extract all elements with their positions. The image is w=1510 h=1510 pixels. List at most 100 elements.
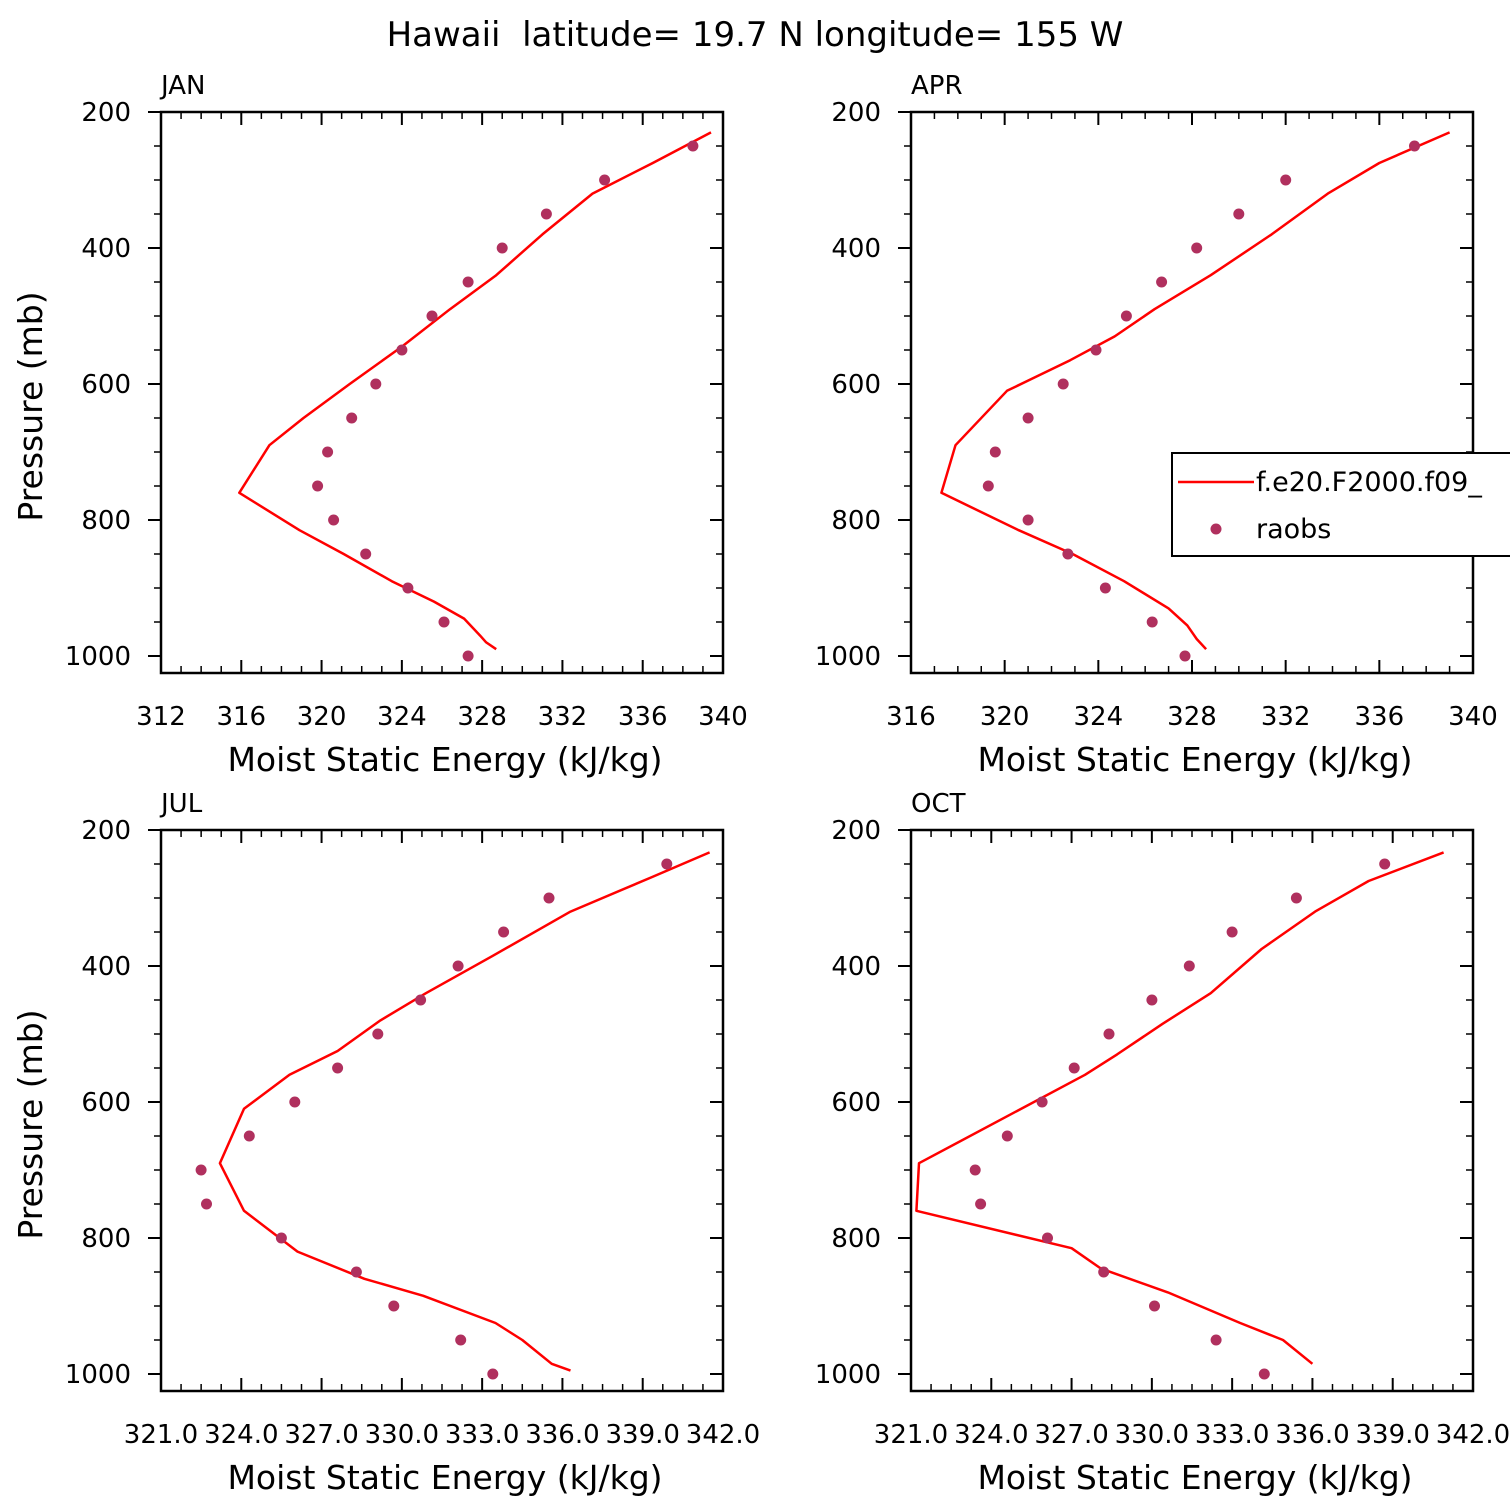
x-tick-label: 336 bbox=[1355, 702, 1405, 732]
legend-marker-swatch bbox=[1210, 523, 1222, 535]
x-tick-label: 336.0 bbox=[525, 1420, 599, 1450]
raobs-point bbox=[1183, 960, 1195, 972]
raobs-point bbox=[1068, 1062, 1080, 1074]
raobs-point bbox=[1290, 892, 1302, 904]
raobs-point bbox=[540, 208, 552, 220]
model-series-line bbox=[238, 131, 712, 651]
raobs-point bbox=[1379, 858, 1391, 870]
raobs-point bbox=[498, 926, 510, 938]
raobs-point bbox=[396, 344, 408, 356]
raobs-point bbox=[322, 446, 334, 458]
raobs-point bbox=[360, 548, 372, 560]
y-tick-label: 800 bbox=[831, 506, 881, 536]
y-tick-label: 400 bbox=[831, 234, 881, 264]
raobs-point bbox=[201, 1198, 212, 1210]
x-tick-label: 340 bbox=[1448, 702, 1498, 732]
legend-box bbox=[1171, 452, 1510, 557]
model-series-line bbox=[218, 851, 711, 1372]
y-tick-label: 200 bbox=[81, 98, 131, 128]
raobs-point bbox=[1258, 1368, 1270, 1380]
y-tick-label: 200 bbox=[831, 816, 881, 846]
raobs-point bbox=[1210, 1334, 1222, 1346]
raobs-point bbox=[372, 1028, 384, 1040]
x-axis-label: Moist Static Energy (kJ/kg) bbox=[977, 1458, 1412, 1497]
plot-frame bbox=[909, 828, 1475, 1393]
x-tick-label: 321.0 bbox=[124, 1420, 198, 1450]
raobs-point bbox=[1179, 650, 1191, 662]
y-axis-label: Pressure (mb) bbox=[11, 291, 50, 521]
x-tick-label: 330.0 bbox=[365, 1420, 439, 1450]
x-axis-label: Moist Static Energy (kJ/kg) bbox=[227, 1458, 662, 1497]
legend: f.e20.F2000.f09_raobs bbox=[1171, 452, 1510, 557]
raobs-point bbox=[1057, 378, 1069, 390]
raobs-point bbox=[1103, 1028, 1115, 1040]
y-tick-label: 200 bbox=[81, 816, 131, 846]
raobs-point bbox=[1280, 174, 1292, 186]
x-tick-label: 333.0 bbox=[445, 1420, 519, 1450]
legend-entry-raobs: raobs bbox=[1256, 514, 1331, 545]
x-tick-label: 327.0 bbox=[1034, 1420, 1108, 1450]
raobs-point bbox=[1233, 208, 1245, 220]
raobs-point bbox=[1156, 276, 1168, 288]
y-tick-label: 1000 bbox=[815, 1360, 881, 1390]
plot-frame bbox=[159, 110, 725, 675]
panel-label: JAN bbox=[159, 71, 205, 101]
raobs-point bbox=[438, 616, 450, 628]
raobs-point bbox=[496, 242, 508, 254]
raobs-point bbox=[1149, 1300, 1160, 1312]
raobs-point bbox=[370, 378, 382, 390]
model-series-line bbox=[940, 131, 1451, 651]
x-tick-label: 324.0 bbox=[204, 1420, 278, 1450]
raobs-point bbox=[1226, 926, 1238, 938]
raobs-point bbox=[415, 994, 427, 1006]
panel-label: JUL bbox=[159, 789, 203, 819]
raobs-point bbox=[982, 480, 994, 492]
panel-oct: OCT 321.0 324.0 327.0 330.0 333.0 336.0 339.0 34… bbox=[815, 789, 1510, 1497]
x-tick-label: 336.0 bbox=[1275, 1420, 1349, 1450]
raobs-point bbox=[989, 446, 1001, 458]
raobs-point bbox=[289, 1096, 301, 1108]
raobs-point bbox=[452, 960, 464, 972]
raobs-point bbox=[312, 480, 324, 492]
raobs-point bbox=[487, 1368, 499, 1380]
y-tick-label: 200 bbox=[831, 98, 881, 128]
figure-title: Hawaii latitude= 19.7 N longitude= 155 W bbox=[387, 15, 1124, 55]
raobs-point bbox=[1191, 242, 1203, 254]
x-tick-label: 333.0 bbox=[1195, 1420, 1269, 1450]
raobs-point bbox=[1146, 994, 1158, 1006]
x-tick-label: 324.0 bbox=[954, 1420, 1028, 1450]
x-tick-label: 336 bbox=[618, 702, 668, 732]
raobs-point bbox=[1099, 582, 1111, 594]
x-tick-label: 316 bbox=[886, 702, 936, 732]
plot-frame bbox=[159, 828, 725, 1393]
raobs-point bbox=[388, 1300, 400, 1312]
raobs-point bbox=[1042, 1232, 1053, 1244]
panel-jan: JAN 312 316 320 324 328 332 336 340 200 400 600 800 1… bbox=[11, 71, 748, 779]
raobs-point bbox=[346, 412, 358, 424]
raobs-point bbox=[687, 140, 699, 152]
raobs-point bbox=[543, 892, 555, 904]
y-axis-label: Pressure (mb) bbox=[11, 1009, 50, 1239]
y-tick-label: 1000 bbox=[65, 642, 131, 672]
panel-jul: JUL 321.0 324.0 327.0 330.0 333.0 336.0 339.0 34… bbox=[11, 789, 760, 1497]
x-tick-label: 340 bbox=[698, 702, 748, 732]
raobs-point bbox=[275, 1232, 287, 1244]
y-tick-label: 1000 bbox=[815, 642, 881, 672]
y-tick-label: 800 bbox=[831, 1224, 881, 1254]
x-tick-label: 324 bbox=[377, 702, 427, 732]
plot-frame bbox=[909, 110, 1475, 675]
x-tick-label: 327.0 bbox=[284, 1420, 358, 1450]
raobs-point bbox=[1409, 140, 1420, 152]
panel-label: APR bbox=[911, 71, 963, 101]
x-tick-label: 342.0 bbox=[686, 1420, 760, 1450]
y-tick-label: 400 bbox=[81, 234, 131, 264]
x-tick-label: 316 bbox=[216, 702, 266, 732]
y-tick-label: 600 bbox=[831, 1088, 881, 1118]
raobs-point bbox=[661, 858, 673, 870]
raobs-point bbox=[195, 1164, 207, 1176]
x-tick-label: 342.0 bbox=[1436, 1420, 1510, 1450]
raobs-point bbox=[350, 1266, 362, 1278]
x-tick-label: 320 bbox=[980, 702, 1030, 732]
raobs-point bbox=[1036, 1096, 1048, 1108]
